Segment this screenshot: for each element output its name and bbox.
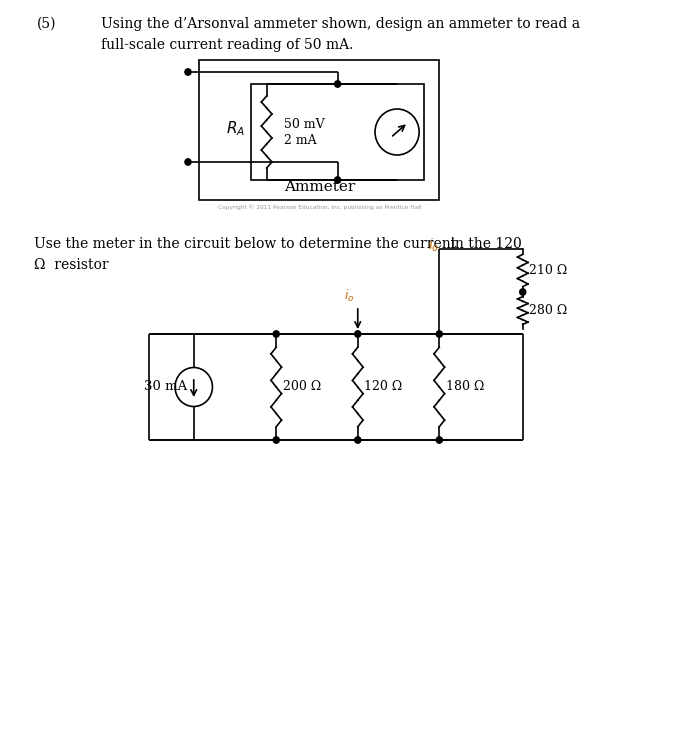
Text: 200 Ω: 200 Ω xyxy=(283,381,322,393)
Text: 2 mA: 2 mA xyxy=(284,135,317,147)
Text: 120 Ω: 120 Ω xyxy=(365,381,403,393)
Circle shape xyxy=(335,177,341,183)
Bar xyxy=(251,84,424,180)
Text: Ammeter: Ammeter xyxy=(284,180,355,194)
Text: 30 mA: 30 mA xyxy=(144,381,187,393)
Circle shape xyxy=(436,437,442,443)
Text: $i_o$: $i_o$ xyxy=(428,237,439,254)
Circle shape xyxy=(436,331,442,337)
Text: in the 120: in the 120 xyxy=(446,237,521,251)
Circle shape xyxy=(273,331,280,337)
Circle shape xyxy=(335,80,341,87)
Text: (5): (5) xyxy=(36,17,56,31)
Circle shape xyxy=(354,437,361,443)
Text: Copyright © 2011 Pearson Education, Inc. publishing as Prentice Hall: Copyright © 2011 Pearson Education, Inc.… xyxy=(218,204,421,210)
Text: Ω  resistor: Ω resistor xyxy=(34,259,108,272)
Text: 280 Ω: 280 Ω xyxy=(530,304,567,317)
Text: 180 Ω: 180 Ω xyxy=(446,381,484,393)
Circle shape xyxy=(519,289,526,296)
Circle shape xyxy=(354,331,361,337)
Circle shape xyxy=(185,159,191,165)
Text: 210 Ω: 210 Ω xyxy=(530,264,567,277)
Text: $R_A$: $R_A$ xyxy=(227,120,245,138)
Text: Use the meter in the circuit below to determine the current: Use the meter in the circuit below to de… xyxy=(34,237,460,251)
Text: Using the d’Arsonval ammeter shown, design an ammeter to read a: Using the d’Arsonval ammeter shown, desi… xyxy=(101,17,580,31)
Text: full-scale current reading of 50 mA.: full-scale current reading of 50 mA. xyxy=(101,38,353,52)
Circle shape xyxy=(273,437,280,443)
Circle shape xyxy=(185,68,191,75)
Text: 50 mV: 50 mV xyxy=(284,119,324,132)
Text: $i_o$: $i_o$ xyxy=(344,288,354,304)
Bar xyxy=(199,60,439,200)
